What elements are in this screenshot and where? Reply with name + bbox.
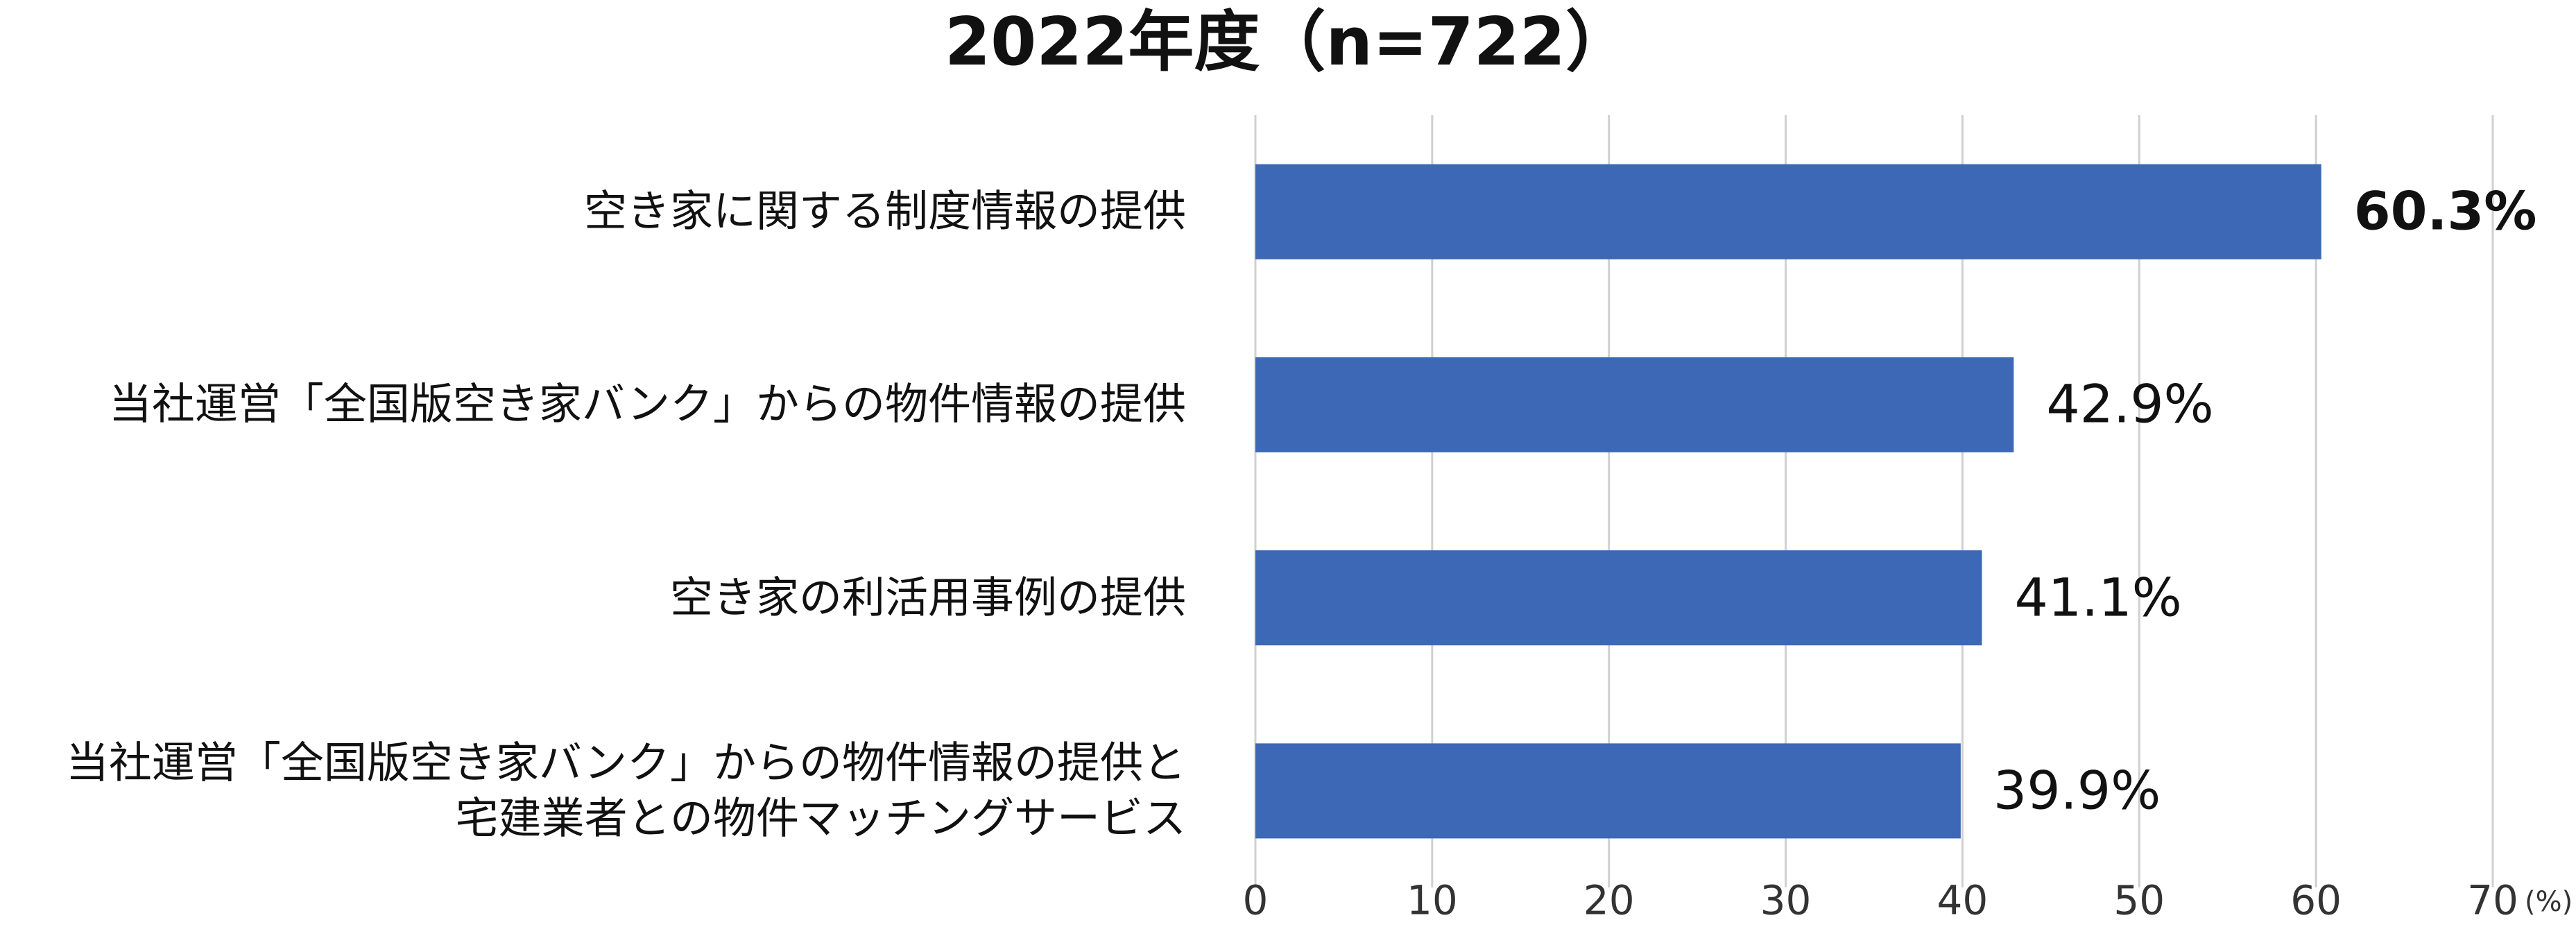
x-tick-label: 0 — [1242, 876, 1269, 924]
data-label: 42.9% — [2046, 373, 2214, 435]
x-tick-label: 60 — [2290, 876, 2342, 924]
data-label: 41.1% — [2014, 566, 2182, 629]
data-label: 39.9% — [1993, 759, 2161, 822]
data-label: 60.3% — [2353, 180, 2537, 242]
x-tick-label: 10 — [1406, 876, 1458, 924]
category-label: 空き家に関する制度情報の提供 — [583, 185, 1186, 237]
x-tick-label: 50 — [2113, 876, 2165, 924]
bar — [1255, 743, 1961, 839]
category-label: 空き家の利活用事例の提供 — [669, 572, 1186, 623]
x-tick-label: 20 — [1583, 876, 1635, 924]
chart-title: 2022年度（n=722） — [945, 4, 1631, 80]
x-axis-unit: (%) — [2525, 886, 2573, 918]
category-label: 当社運営「全国版空き家バンク」からの物件情報の提供 — [108, 379, 1186, 430]
bar — [1255, 357, 2014, 452]
bar — [1255, 164, 2321, 260]
bar — [1255, 550, 1982, 646]
x-tick-label: 70 — [2467, 876, 2518, 924]
x-tick-label: 40 — [1937, 876, 1989, 924]
x-tick-label: 30 — [1760, 876, 1812, 924]
category-label: 当社運営「全国版空き家バンク」からの物件情報の提供と 宅建業者との物件マッチング… — [65, 737, 1186, 844]
